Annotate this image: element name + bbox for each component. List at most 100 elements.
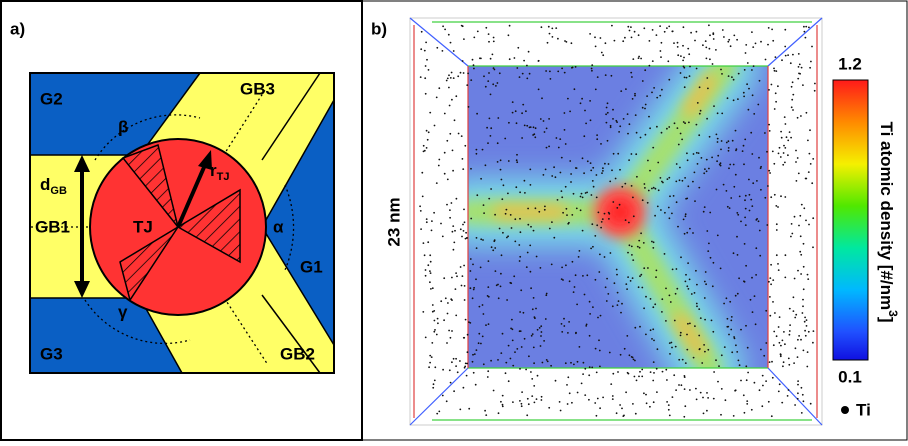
- ti-atom: [569, 392, 571, 394]
- ti-atom: [466, 375, 468, 377]
- ti-atom: [609, 181, 611, 183]
- ti-atom: [753, 65, 755, 67]
- ti-atom: [525, 369, 527, 371]
- ti-atom: [506, 209, 508, 211]
- ti-atom: [643, 267, 645, 269]
- ti-atom: [521, 346, 523, 348]
- ti-atom: [683, 416, 685, 418]
- ti-atom: [740, 221, 742, 223]
- ti-atom: [506, 237, 508, 239]
- ti-atom: [500, 352, 502, 354]
- ti-atom: [642, 80, 644, 82]
- ti-atom: [518, 244, 520, 246]
- ti-atom: [494, 247, 496, 249]
- ti-atom: [604, 256, 606, 258]
- ti-atom: [765, 59, 767, 61]
- ti-atom: [698, 335, 700, 337]
- ti-atom: [427, 139, 429, 141]
- ti-atom: [683, 57, 685, 59]
- ti-atom: [718, 365, 720, 367]
- ti-atom: [635, 153, 637, 155]
- ti-atom: [541, 331, 543, 333]
- ti-atom: [661, 42, 663, 44]
- ti-atom: [589, 100, 591, 102]
- ti-atom: [630, 72, 632, 74]
- ti-atom: [461, 135, 463, 137]
- ti-atom: [509, 58, 511, 60]
- ti-atom: [733, 252, 735, 254]
- ti-atom: [502, 395, 504, 397]
- ti-atom: [625, 88, 627, 90]
- ti-atom: [419, 205, 421, 207]
- ti-atom: [661, 181, 663, 183]
- ti-atom: [449, 209, 451, 211]
- ti-atom: [527, 224, 529, 226]
- ti-atom: [426, 59, 428, 61]
- ti-atom: [472, 59, 474, 61]
- ti-atom: [501, 198, 503, 200]
- ti-atom: [756, 180, 758, 182]
- ti-atom: [442, 395, 444, 397]
- ti-atom: [721, 354, 723, 356]
- ti-atom: [432, 304, 434, 306]
- ti-atom: [776, 254, 778, 256]
- ti-atom: [782, 365, 784, 367]
- ti-atom: [569, 280, 571, 282]
- ti-atom: [487, 142, 489, 144]
- ti-atom: [612, 109, 614, 111]
- ti-atom: [627, 252, 629, 254]
- ti-atom: [569, 160, 571, 162]
- ti-atom: [485, 164, 487, 166]
- ti-atom: [797, 384, 799, 386]
- ti-atom: [647, 160, 649, 162]
- ti-atom: [564, 112, 566, 114]
- ti-atom: [639, 371, 641, 373]
- ti-atom: [444, 113, 446, 115]
- ti-atom: [769, 361, 771, 363]
- ti-atom: [605, 113, 607, 115]
- ti-atom: [528, 51, 530, 53]
- ti-atom: [808, 331, 810, 333]
- ti-atom: [784, 343, 786, 345]
- ti-atom: [704, 351, 706, 353]
- ti-atom: [461, 25, 463, 27]
- ti-atom: [453, 390, 455, 392]
- ti-atom: [739, 364, 741, 366]
- ti-atom: [743, 163, 745, 165]
- ti-atom: [470, 287, 472, 289]
- ti-atom: [500, 273, 502, 275]
- ti-atom: [432, 387, 434, 389]
- ti-atom: [715, 49, 717, 51]
- ti-atom: [720, 149, 722, 151]
- ti-atom: [612, 305, 614, 307]
- ti-atom: [770, 264, 772, 266]
- ti-atom: [790, 236, 792, 238]
- ti-atom: [453, 77, 455, 79]
- ti-atom: [645, 104, 647, 106]
- ti-atom: [508, 380, 510, 382]
- ti-atom: [566, 384, 568, 386]
- ti-atom: [790, 137, 792, 139]
- ti-atom: [492, 249, 494, 251]
- ti-atom: [453, 249, 455, 251]
- ti-atom: [743, 92, 745, 94]
- ti-atom: [490, 188, 492, 190]
- ti-atom: [656, 368, 658, 370]
- ti-atom: [800, 235, 802, 237]
- ti-atom: [463, 209, 465, 211]
- ti-atom: [806, 325, 808, 327]
- ti-atom: [748, 179, 750, 181]
- panel-label: b): [371, 19, 387, 38]
- ti-atom: [586, 324, 588, 326]
- ti-atom: [425, 93, 427, 95]
- ti-atom: [696, 399, 698, 401]
- ti-atom: [698, 152, 700, 154]
- figure: a) b) G1G2G3GB1GB2GB3TJαβγdGBrTJ: [0, 0, 908, 441]
- ti-atom: [438, 165, 440, 167]
- ti-atom: [737, 254, 739, 256]
- ti-atom: [772, 377, 774, 379]
- ti-atom: [424, 77, 426, 79]
- ti-atom: [748, 109, 750, 111]
- ti-atom: [456, 275, 458, 277]
- ti-atom: [805, 335, 807, 337]
